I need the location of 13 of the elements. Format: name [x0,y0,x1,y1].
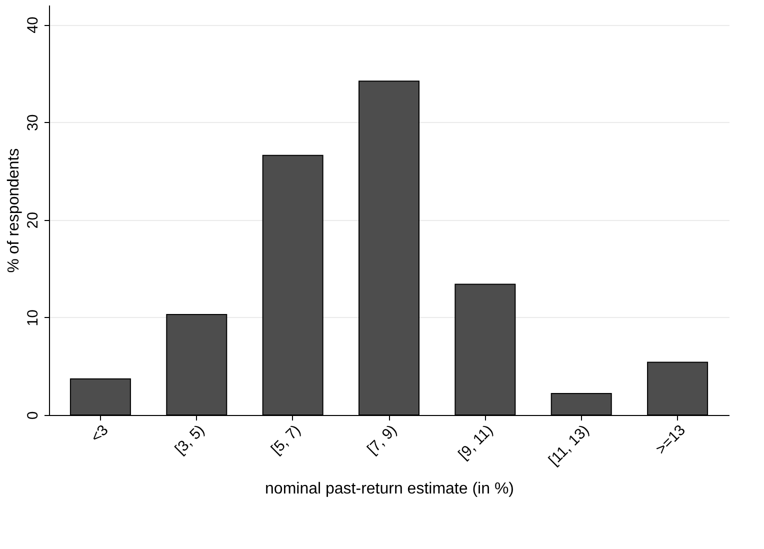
x-tick-label: [3, 5) [172,422,208,458]
y-tick-label: 40 [24,16,42,34]
x-axis-title: nominal past-return estimate (in %) [265,480,514,498]
x-tick-label: [9, 11) [455,422,496,464]
y-tick-label: 10 [24,310,42,326]
x-tick-label: [7, 9) [364,422,400,458]
y-axis-title: % of respondents [6,148,22,273]
y-tick-label: 30 [24,114,42,131]
y-tick-label: 20 [24,212,42,229]
y-tick-label: 0 [24,411,42,420]
x-tick-label: [5, 7) [268,422,304,458]
x-tick-label: [11, 13) [545,422,593,470]
x-tick-label: <3 [88,422,112,446]
